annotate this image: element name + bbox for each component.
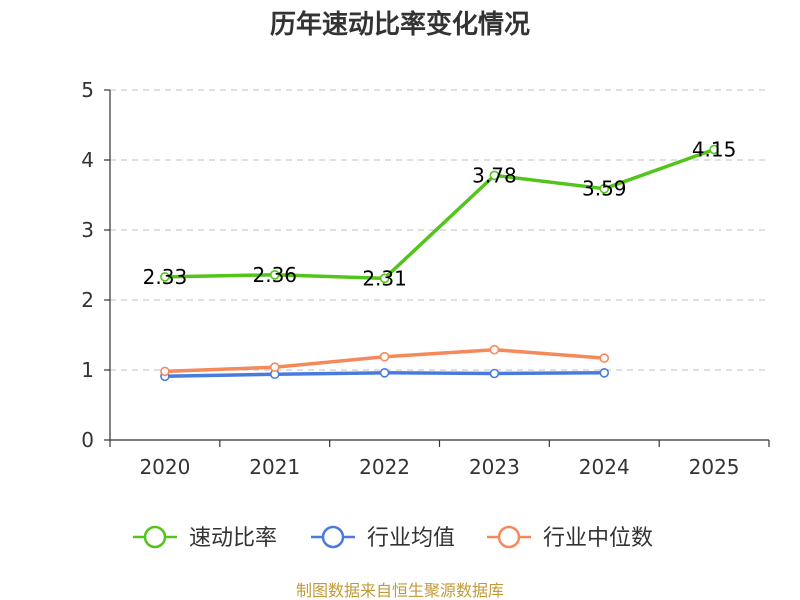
data-point xyxy=(709,144,719,155)
data-label: 4.15 xyxy=(692,138,737,162)
series-group xyxy=(160,144,719,382)
legend-item[interactable]: 速动比率 xyxy=(133,525,277,551)
legend-marker xyxy=(497,525,521,549)
series-line xyxy=(164,147,715,281)
data-point xyxy=(160,366,170,377)
data-point xyxy=(489,344,500,355)
data-label: 3.78 xyxy=(472,163,517,187)
source-note: 制图数据来自恒生聚源数据库 xyxy=(296,581,504,600)
data-point xyxy=(489,170,500,181)
y-tick-label: 3 xyxy=(81,218,94,242)
y-tick-label: 0 xyxy=(81,428,94,452)
data-label: 2.33 xyxy=(143,265,188,289)
data-point xyxy=(379,367,390,378)
data-point xyxy=(269,362,280,373)
data-point xyxy=(489,368,500,379)
data-point xyxy=(599,183,610,194)
tick-labels: 0 1 2 3 4 5 2020 2021 2022 2023 2024 2025 xyxy=(81,78,739,479)
data-label: 2.31 xyxy=(362,266,407,290)
data-point xyxy=(379,351,390,362)
data-label: 3.59 xyxy=(582,177,627,201)
x-tick-label: 2020 xyxy=(139,455,190,479)
data-point xyxy=(379,273,390,284)
legend-item[interactable]: 行业均值 xyxy=(311,525,455,551)
x-tick-label: 2023 xyxy=(469,455,520,479)
axes xyxy=(104,89,770,447)
data-labels: 2.33 2.36 2.31 3.78 3.59 4.15 xyxy=(143,138,737,291)
data-label: 2.36 xyxy=(252,263,297,287)
data-point xyxy=(599,353,610,363)
y-tick-label: 1 xyxy=(81,358,94,382)
x-tick-label: 2025 xyxy=(689,455,740,479)
x-tick-label: 2021 xyxy=(249,455,300,479)
data-point xyxy=(599,367,610,378)
chart-title: 历年速动比率变化情况 xyxy=(270,9,530,40)
legend-marker xyxy=(143,525,167,549)
y-tick-label: 5 xyxy=(81,78,94,102)
y-tick-label: 2 xyxy=(81,288,94,312)
data-point xyxy=(269,269,280,280)
x-tick-label: 2024 xyxy=(579,455,630,479)
y-tick-label: 4 xyxy=(81,148,94,172)
legend-item[interactable]: 行业中位数 xyxy=(487,525,653,551)
legend-marker xyxy=(321,525,345,549)
legend-label: 行业中位数 xyxy=(543,526,653,551)
data-point xyxy=(160,272,170,282)
grid xyxy=(110,89,769,371)
x-tick-label: 2022 xyxy=(359,455,410,479)
legend-label: 速动比率 xyxy=(189,526,277,551)
legend-label: 行业均值 xyxy=(367,526,455,551)
legend[interactable]: 速动比率 行业均值 行业中位数 xyxy=(133,525,653,551)
